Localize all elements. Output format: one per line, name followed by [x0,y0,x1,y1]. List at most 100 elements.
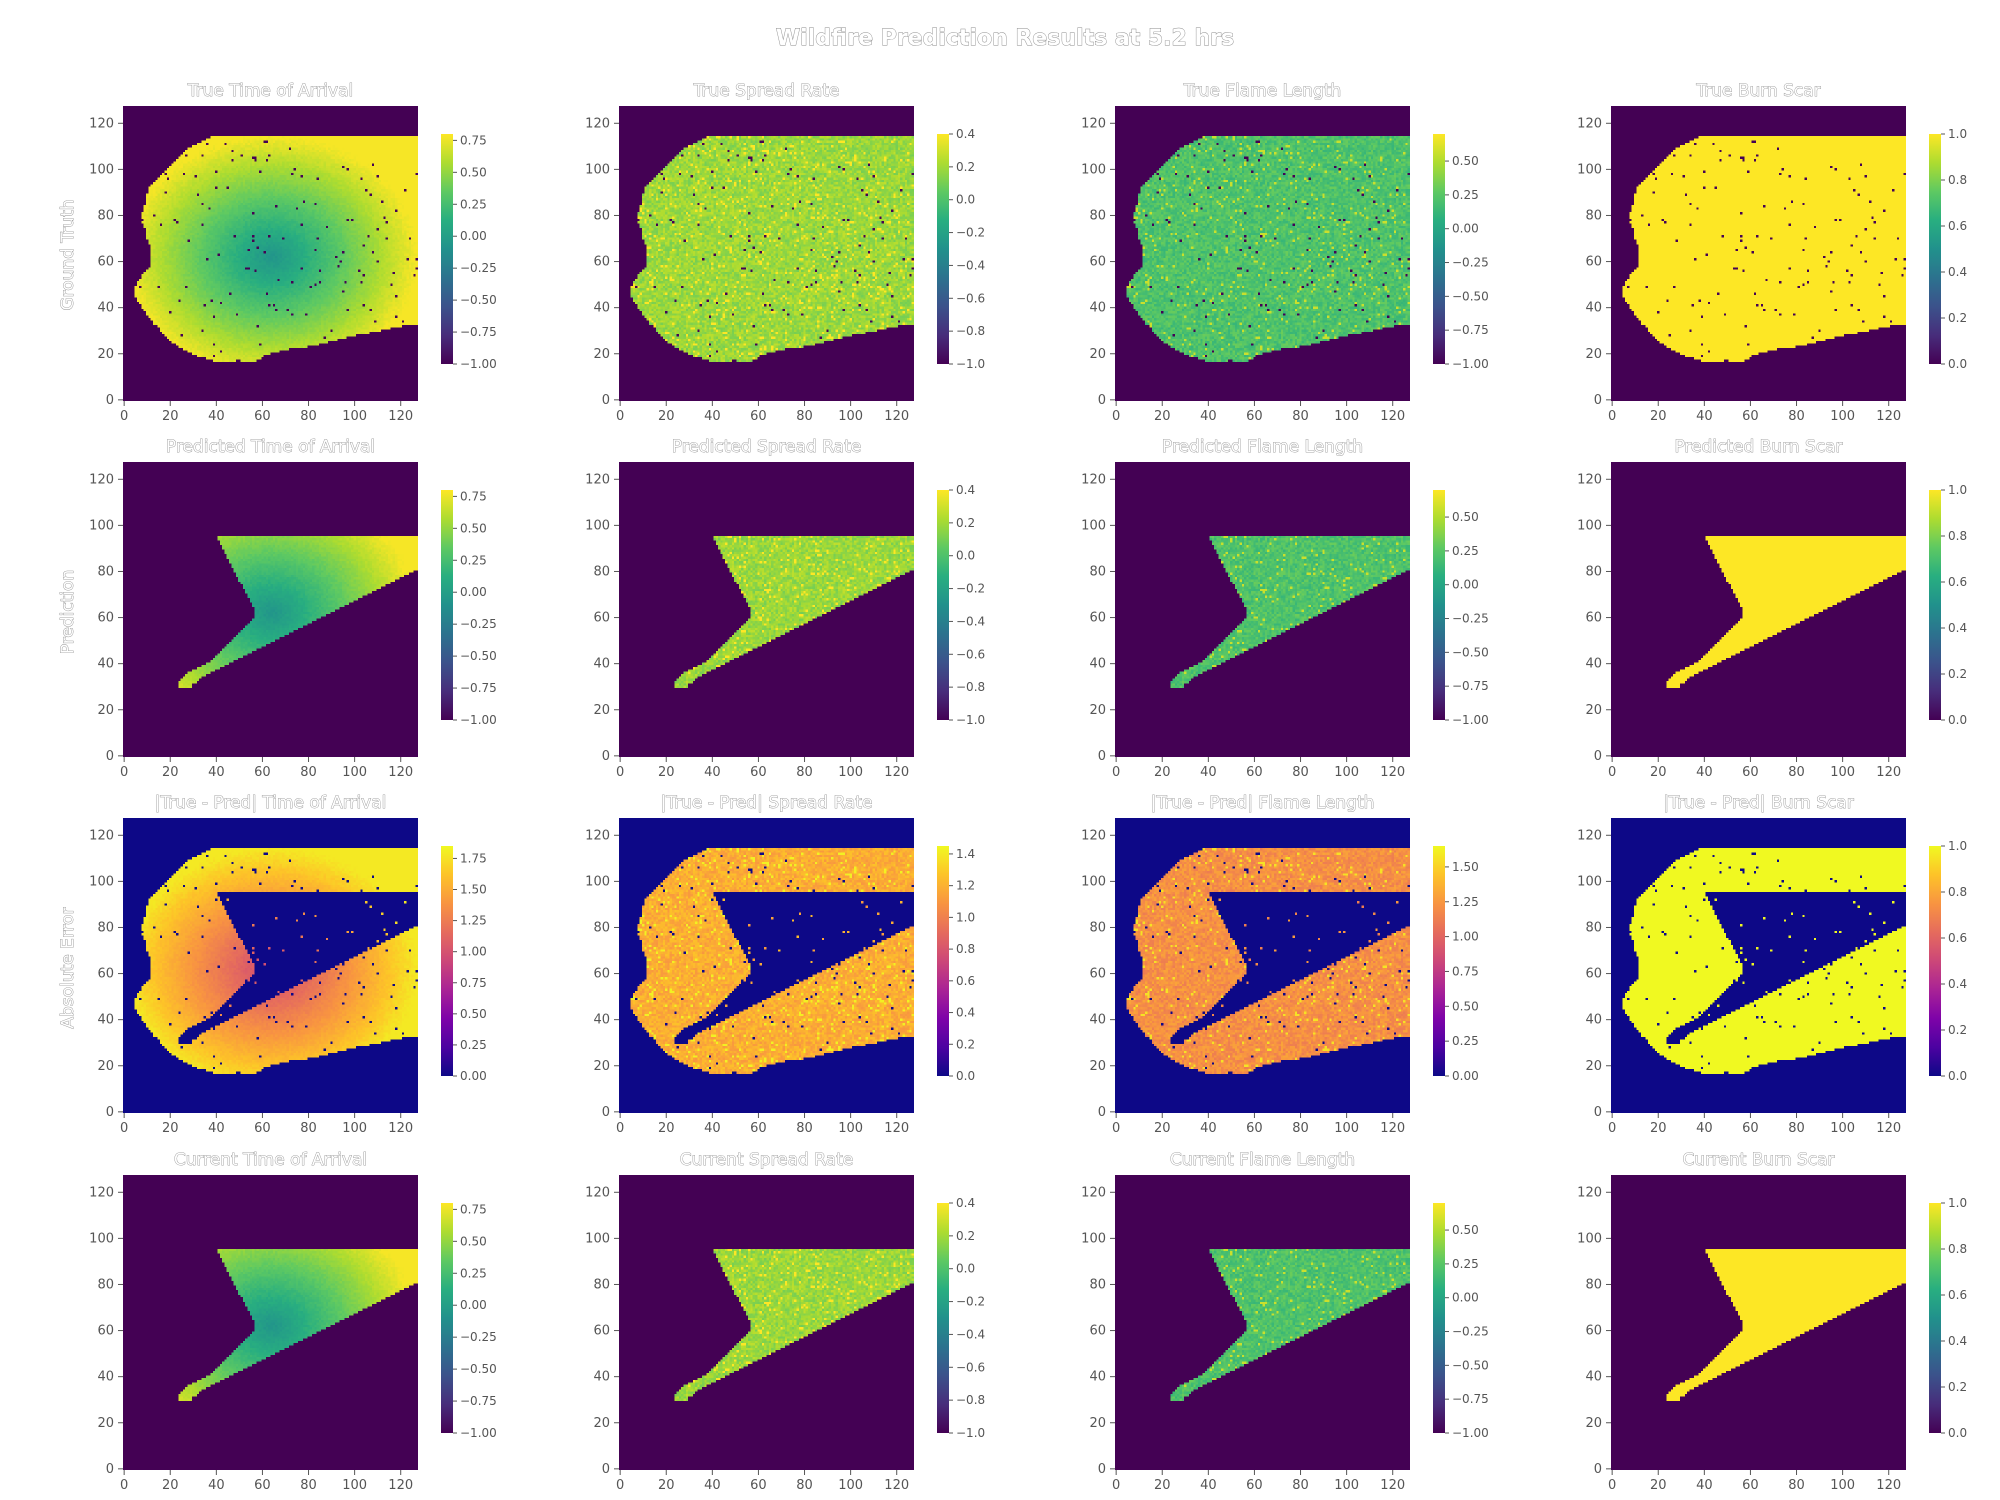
panel-current-spread-rate: Current Spread Rate 0 20 40 60 80 100 120 0 20 40 6… [585,1150,985,1493]
x-tick-label: 120 [1380,1478,1405,1493]
y-tick-label: 120 [1081,1185,1106,1200]
y-tick-label: 120 [585,1185,610,1200]
y-tick-label: 0 [1594,1462,1602,1477]
colorbar-tick-label: 0.4 [1948,1334,1967,1348]
x-tick-label: 80 [1292,409,1309,424]
x-tick-label: 60 [1246,1121,1263,1136]
colorbar-tick-label: 0.0 [1948,713,1967,727]
y-tick-label: 120 [89,472,114,487]
colorbar [937,1203,949,1433]
y-tick-label: 40 [593,657,610,672]
panel-predicted-spread-rate: Predicted Spread Rate 0 20 40 60 80 100 120 0 20 4… [585,437,985,780]
y-tick-label: 120 [1577,472,1602,487]
y-tick-label: 120 [1081,828,1106,843]
colorbar-tick-label: 0.4 [1948,265,1967,279]
x-tick-label: 40 [208,765,225,780]
colorbar-tick-label: 0.2 [1948,1023,1967,1037]
x-tick-label: 40 [704,1478,721,1493]
colorbar-tick-label: −1.00 [1452,1426,1489,1440]
y-tick-label: 40 [1585,657,1602,672]
colorbar-tick-label: 0.2 [956,1037,975,1051]
panel-current-burn-scar: Current Burn Scar 0 20 40 60 80 100 120 0 20 40 60 8… [1577,1150,1967,1493]
x-tick-label: 20 [658,765,675,780]
colorbar-tick-label: 0.25 [1452,1034,1479,1048]
colorbar-tick-label: 0.00 [460,229,487,243]
x-tick-label: 100 [838,409,863,424]
y-tick-label: 100 [89,1231,114,1246]
colorbar-tick-label: −0.4 [956,258,985,272]
heatmap-image [1115,818,1410,1113]
y-tick-label: 0 [1594,393,1602,408]
y-tick-label: 40 [97,301,114,316]
x-tick-label: 0 [1608,1121,1616,1136]
y-tick-label: 100 [1081,1231,1106,1246]
x-tick-label: 80 [300,1478,317,1493]
x-tick-label: 60 [750,1478,767,1493]
panel-title: |True - Pred| Flame Length [1151,793,1375,813]
x-tick-label: 100 [342,1121,367,1136]
colorbar-tick-label: −1.0 [956,357,985,371]
colorbar-tick-label: 0.0 [1948,357,1967,371]
colorbar-tick-label: 0.75 [460,489,487,503]
colorbar-tick-label: 1.0 [1948,839,1967,853]
colorbar-tick-label: 0.25 [1452,1257,1479,1271]
x-tick-label: 100 [1334,1121,1359,1136]
x-tick-label: 0 [120,1478,128,1493]
x-tick-label: 100 [1334,1478,1359,1493]
y-tick-label: 80 [1089,1277,1106,1292]
x-tick-label: 20 [1650,765,1667,780]
panel-title: Predicted Spread Rate [672,437,861,457]
y-tick-label: 0 [1098,749,1106,764]
y-tick-label: 20 [593,347,610,362]
panel-title: Current Spread Rate [680,1150,854,1170]
x-tick-label: 80 [300,409,317,424]
colorbar [1929,846,1941,1076]
x-tick-label: 40 [1200,409,1217,424]
x-tick-label: 60 [1742,409,1759,424]
y-tick-label: 120 [1577,1185,1602,1200]
y-tick-label: 60 [1585,611,1602,626]
colorbar-tick-label: −0.4 [956,614,985,628]
y-tick-label: 0 [602,1105,610,1120]
colorbar-tick-label: −0.6 [956,1360,985,1374]
y-tick-label: 100 [89,518,114,533]
y-tick-label: 60 [1089,967,1106,982]
x-tick-label: 40 [208,409,225,424]
colorbar-tick-label: 1.50 [460,883,487,897]
heatmap-image [123,462,418,757]
colorbar-tick-label: 1.0 [956,910,975,924]
panel-title: Predicted Time of Arrival [166,437,375,457]
colorbar-tick-label: −0.8 [956,680,985,694]
x-tick-label: 0 [1112,1478,1120,1493]
x-tick-label: 40 [1696,1478,1713,1493]
colorbar [1929,1203,1941,1433]
y-tick-label: 100 [1577,518,1602,533]
x-tick-label: 40 [704,1121,721,1136]
y-tick-label: 60 [1089,611,1106,626]
x-tick-label: 0 [1608,765,1616,780]
x-tick-label: 20 [1650,1121,1667,1136]
y-tick-label: 100 [1577,162,1602,177]
x-tick-label: 80 [1788,765,1805,780]
colorbar-tick-label: −1.00 [460,357,497,371]
colorbar-tick-label: 0.0 [956,1069,975,1083]
y-tick-label: 40 [97,1013,114,1028]
y-tick-label: 120 [1577,828,1602,843]
colorbar-tick-label: −0.75 [460,681,497,695]
y-tick-label: 120 [1577,116,1602,131]
row-label-prediction: Prediction [58,570,78,654]
y-tick-label: 40 [593,1013,610,1028]
x-tick-label: 60 [1742,1478,1759,1493]
x-tick-label: 120 [1876,765,1901,780]
x-tick-label: 120 [884,409,909,424]
y-tick-label: 100 [1577,1231,1602,1246]
x-tick-label: 0 [616,1121,624,1136]
y-tick-label: 80 [1585,564,1602,579]
x-tick-label: 100 [838,1478,863,1493]
colorbar [1433,490,1445,720]
x-tick-label: 80 [1788,409,1805,424]
x-tick-label: 120 [388,1121,413,1136]
x-tick-label: 20 [1154,765,1171,780]
y-tick-label: 20 [97,1416,114,1431]
colorbar-tick-label: 0.6 [1948,931,1967,945]
